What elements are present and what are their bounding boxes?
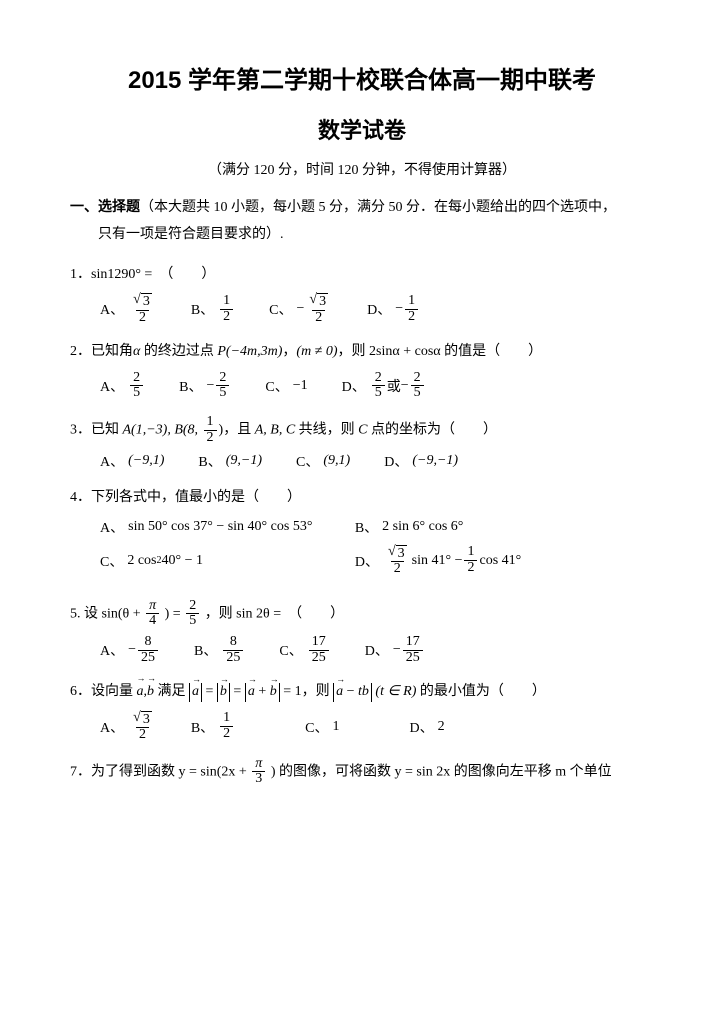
- q1-opt-c: C、 − √32: [269, 293, 333, 325]
- q4-stem: 4．下列各式中，值最小的是（ ）: [70, 485, 654, 510]
- q2-opt-a: A、 25: [100, 371, 145, 401]
- q6-stem: 6．设向量 a,b 满足 a = b = a + b = 1，则 a − tb …: [70, 679, 654, 704]
- q4-opt-c: C、2 cos240° − 1: [100, 545, 355, 577]
- q4-opt-b: B、2 sin 6° cos 6°: [355, 517, 610, 537]
- q5-opt-a: A、−825: [100, 635, 160, 665]
- q1-opt-b: B、 12: [191, 293, 235, 325]
- q3-stem: 3．已知 A(1,−3), B(8, 12)，且 A, B, C 共线，则 C …: [70, 415, 654, 445]
- q4-options: A、sin 50° cos 37° − sin 40° cos 53° B、2 …: [100, 517, 654, 585]
- q5-opt-b: B、825: [194, 635, 245, 665]
- q2-options: A、 25 B、 − 25 C、−1 D、 25 或 − 25: [100, 371, 654, 401]
- section-1-desc2: 只有一项是符合题目要求的）.: [70, 222, 654, 249]
- q5-opt-c: C、1725: [279, 635, 330, 665]
- q5-opt-d: D、−1725: [365, 635, 425, 665]
- q3-options: A、(−9,1) B、(9,−1) C、(9,1) D、(−9,−1): [100, 451, 654, 471]
- page-title: 2015 学年第二学期十校联合体高一期中联考: [70, 60, 654, 95]
- q7-stem: 7．为了得到函数 y = sin(2x + π3 ) 的图像，可将函数 y = …: [70, 757, 654, 787]
- q2-opt-d: D、 25 或 − 25: [342, 371, 426, 401]
- q1-opt-d: D、 − 12: [367, 293, 420, 325]
- q5-stem: 5. 设 sin(θ + π4 ) = 25 ，则 sin 2θ = （ ）: [70, 599, 654, 629]
- q4-opt-a: A、sin 50° cos 37° − sin 40° cos 53°: [100, 517, 355, 537]
- exam-info: （满分 120 分，时间 120 分钟，不得使用计算器）: [70, 159, 654, 179]
- q6-opt-a: A、√32: [100, 711, 157, 743]
- q3-opt-c: C、(9,1): [296, 451, 350, 471]
- section-1-desc: （本大题共 10 小题，每小题 5 分，满分 50 分．在每小题给出的四个选项中…: [140, 200, 616, 215]
- page-subtitle: 数学试卷: [70, 113, 654, 145]
- q2-stem: 2．已知角α 的终边过点 P(−4m,3m)，(m ≠ 0)，则 2sinα +…: [70, 339, 654, 364]
- q6-opt-c: C、1: [305, 711, 339, 743]
- section-1-head: 一、选择题（本大题共 10 小题，每小题 5 分，满分 50 分．在每小题给出的…: [70, 193, 654, 248]
- q2-opt-c: C、−1: [265, 371, 307, 401]
- section-1-label: 一、选择题: [70, 198, 140, 214]
- q5-options: A、−825 B、825 C、1725 D、−1725: [100, 635, 654, 665]
- q3-opt-a: A、(−9,1): [100, 451, 164, 471]
- q4-opt-d: D、 √32 sin 41° − 12 cos 41°: [355, 545, 610, 577]
- exam-page: 2015 学年第二学期十校联合体高一期中联考 数学试卷 （满分 120 分，时间…: [0, 0, 724, 1023]
- q1-opt-a: A、 √32: [100, 293, 157, 325]
- q1-stem: 1．sin1290° = （ ）: [70, 262, 654, 287]
- q6-opt-b: B、12: [191, 711, 235, 743]
- q3-opt-d: D、(−9,−1): [384, 451, 458, 471]
- q6-options: A、√32 B、12 C、1 D、2: [100, 711, 654, 743]
- q1-options: A、 √32 B、 12 C、 − √32 D、 − 12: [100, 293, 654, 325]
- q2-opt-b: B、 − 25: [179, 371, 231, 401]
- q6-opt-d: D、2: [410, 711, 445, 743]
- q3-opt-b: B、(9,−1): [198, 451, 262, 471]
